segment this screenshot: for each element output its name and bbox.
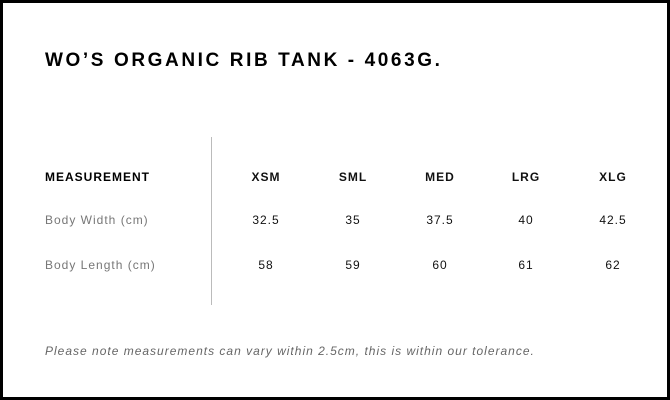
- header-xlg: XLG: [599, 170, 627, 184]
- table-cell: 37.5: [426, 213, 454, 227]
- header-sml: SML: [338, 170, 368, 184]
- table-cell: 58: [258, 258, 274, 272]
- header-lrg: LRG: [511, 170, 541, 184]
- row-label-body-length: Body Length (cm): [45, 258, 156, 272]
- header-measurement: MEASUREMENT: [45, 170, 151, 184]
- table-cell: 61: [518, 258, 534, 272]
- table-cell: 62: [605, 258, 621, 272]
- row-label-body-width: Body Width (cm): [45, 213, 149, 227]
- tolerance-note: Please note measurements can vary within…: [45, 344, 535, 358]
- table-cell: 60: [432, 258, 448, 272]
- table-cell: 59: [345, 258, 361, 272]
- page-title: WO’S ORGANIC RIB TANK - 4063G.: [45, 50, 443, 71]
- table-cell: 35: [345, 213, 361, 227]
- column-divider: [211, 137, 212, 305]
- table-cell: 40: [518, 213, 534, 227]
- header-xsm: XSM: [251, 170, 281, 184]
- table-cell: 42.5: [599, 213, 627, 227]
- table-cell: 32.5: [252, 213, 280, 227]
- header-med: MED: [425, 170, 455, 184]
